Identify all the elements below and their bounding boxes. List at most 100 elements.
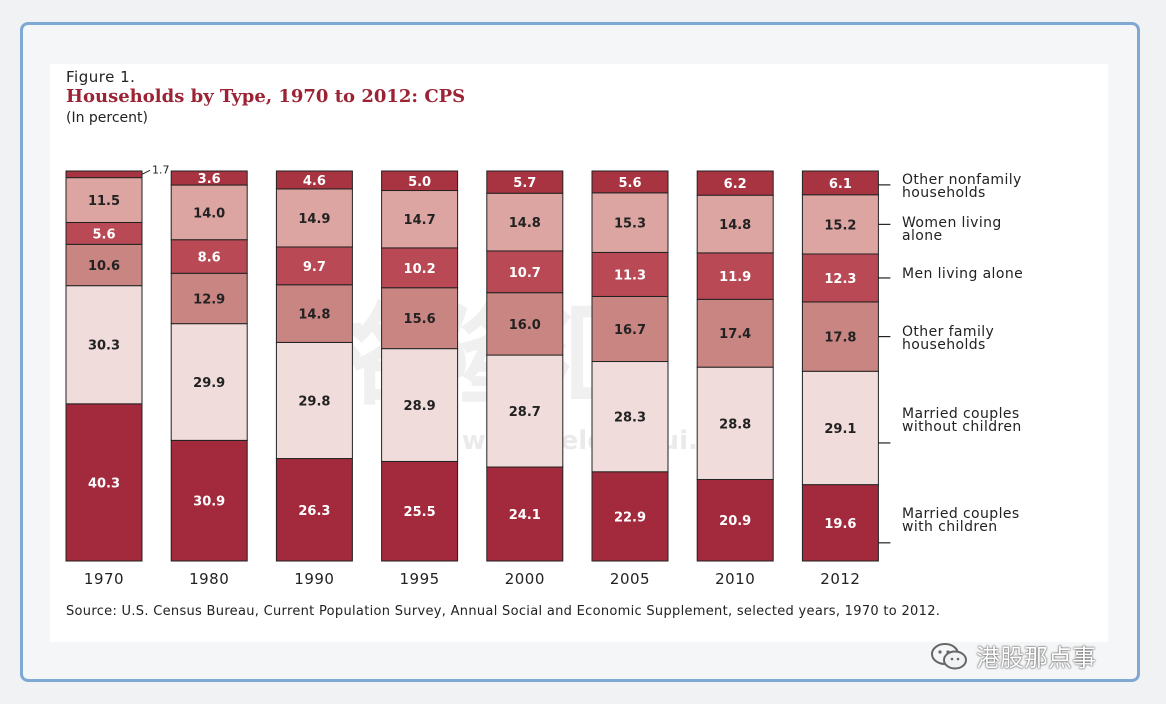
x-tick-label: 1995 xyxy=(400,570,440,588)
bar-segment xyxy=(381,170,459,192)
bar-segment xyxy=(381,190,459,249)
bar-segment xyxy=(591,251,669,297)
brand-logo: 港股那点事 xyxy=(930,638,1096,673)
data-label: 14.9 xyxy=(298,212,330,227)
bar-segment xyxy=(591,471,669,562)
watermark-cn: 格隆汇 xyxy=(315,292,645,420)
bar-segment xyxy=(275,341,353,460)
bar-segment xyxy=(696,478,774,562)
legend-label: with children xyxy=(902,519,998,535)
bar-segment xyxy=(801,194,879,255)
legend-label: Women living xyxy=(902,215,1002,231)
bar-segment xyxy=(696,252,774,300)
data-label: 29.8 xyxy=(298,394,330,409)
chart-subtitle: (In percent) xyxy=(66,110,148,126)
data-label: 15.3 xyxy=(614,217,646,232)
bar-segment xyxy=(696,170,774,196)
bar-segment xyxy=(381,460,459,562)
data-label: 15.6 xyxy=(404,312,436,327)
data-label: 14.7 xyxy=(404,213,436,228)
bar-segment xyxy=(801,253,879,303)
label-leader xyxy=(141,169,151,175)
x-tick-label: 1980 xyxy=(189,570,229,588)
bar-segment xyxy=(275,170,353,190)
bar-segment xyxy=(65,243,143,287)
x-tick-label: 2005 xyxy=(610,570,650,588)
data-label: 11.5 xyxy=(88,194,120,209)
data-label: 1.7 xyxy=(152,163,170,176)
bar-segment xyxy=(275,458,353,562)
data-label: 14.8 xyxy=(719,218,751,233)
data-label: 29.9 xyxy=(193,376,225,391)
bar-segment xyxy=(696,366,774,480)
stacked-bar-chart: 格隆汇www.gelonghui.com40.330.310.65.611.51… xyxy=(65,163,1023,588)
data-label: 8.6 xyxy=(198,250,221,265)
data-label: 16.7 xyxy=(614,323,646,338)
data-label: 10.2 xyxy=(404,262,436,277)
data-label: 4.6 xyxy=(303,174,326,189)
data-label: 5.6 xyxy=(92,227,115,242)
data-label: 12.3 xyxy=(824,272,856,287)
data-label: 9.7 xyxy=(303,260,326,275)
data-label: 28.9 xyxy=(404,399,436,414)
bar-segment xyxy=(591,361,669,473)
legend-label: households xyxy=(902,337,986,353)
legend-label: Men living alone xyxy=(902,266,1023,282)
chart-title: Households by Type, 1970 to 2012: CPS xyxy=(66,86,466,107)
data-label: 30.3 xyxy=(88,339,120,354)
data-label: 19.6 xyxy=(824,517,856,532)
data-label: 22.9 xyxy=(614,510,646,525)
figure-label: Figure 1. xyxy=(66,68,136,86)
bar-segment xyxy=(801,370,879,486)
data-label: 6.2 xyxy=(724,177,747,192)
data-label: 5.0 xyxy=(408,175,431,190)
bar-segment xyxy=(170,239,248,274)
data-label: 11.3 xyxy=(614,268,646,283)
bar-segment xyxy=(591,295,669,363)
bar-segment xyxy=(696,298,774,368)
data-label: 3.6 xyxy=(198,172,221,187)
data-label: 16.0 xyxy=(509,318,541,333)
data-label: 14.8 xyxy=(298,308,330,323)
data-label: 15.2 xyxy=(824,218,856,233)
legend-label: alone xyxy=(902,228,943,244)
data-label: 20.9 xyxy=(719,514,751,529)
legend-label: Other family xyxy=(902,324,994,340)
data-label: 11.9 xyxy=(719,270,751,285)
legend-label: Married couples xyxy=(902,506,1020,522)
x-tick-label: 2000 xyxy=(505,570,545,588)
data-label: 40.3 xyxy=(88,476,120,491)
x-tick-label: 2010 xyxy=(715,570,755,588)
bar-segment xyxy=(381,348,459,462)
legend-label: Other nonfamily xyxy=(902,172,1022,188)
x-tick-label: 1970 xyxy=(84,570,124,588)
data-label: 24.1 xyxy=(509,508,541,523)
bar-segment xyxy=(170,323,248,441)
bar-segment xyxy=(801,170,879,196)
bar-segment xyxy=(486,354,564,468)
data-label: 5.7 xyxy=(513,176,536,191)
bar-segment xyxy=(591,170,669,194)
wechat-icon xyxy=(931,642,967,669)
bar-segment xyxy=(65,170,143,179)
data-label: 28.8 xyxy=(719,417,751,432)
bar-segment xyxy=(486,292,564,356)
x-tick-label: 2012 xyxy=(820,570,860,588)
source-note: Source: U.S. Census Bureau, Current Popu… xyxy=(66,604,941,619)
data-label: 14.8 xyxy=(509,216,541,231)
bar-segment xyxy=(275,284,353,343)
bar-segment xyxy=(170,184,248,241)
data-label: 6.1 xyxy=(829,177,852,192)
figure-panel: Figure 1. Households by Type, 1970 to 20… xyxy=(50,64,1108,642)
bar-segment xyxy=(591,192,669,253)
data-label: 17.4 xyxy=(719,327,751,342)
x-tick-label: 1990 xyxy=(294,570,334,588)
legend-label: households xyxy=(902,185,986,201)
bar-segment xyxy=(170,170,248,186)
data-label: 14.0 xyxy=(193,206,225,221)
bar-segment xyxy=(275,246,353,286)
data-label: 10.7 xyxy=(509,266,541,281)
data-label: 10.6 xyxy=(88,259,120,274)
bar-segment xyxy=(486,192,564,252)
bar-segment xyxy=(486,250,564,294)
